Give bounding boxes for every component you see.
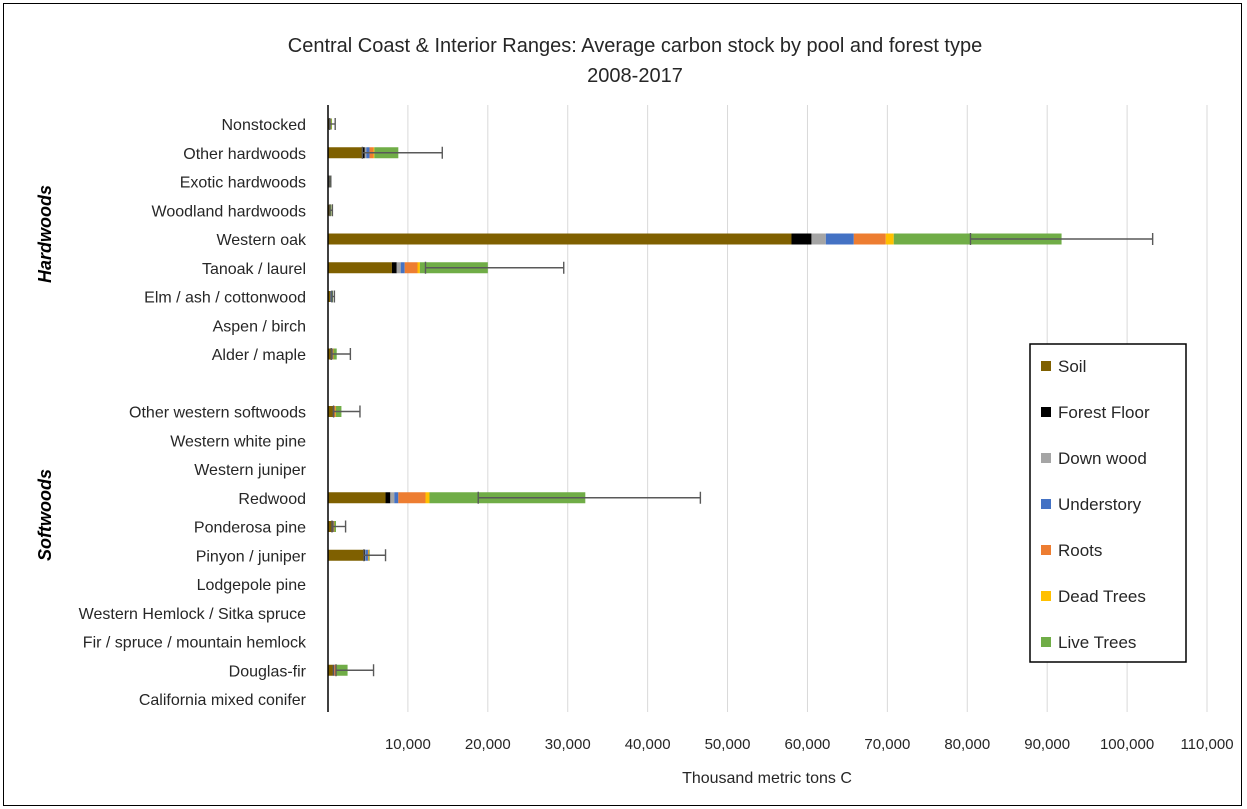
bar-segment	[394, 492, 399, 504]
legend-box	[1029, 343, 1187, 663]
bar-segment	[328, 262, 392, 274]
legend: Soil Forest Floor Down wood Understory Roots…	[1029, 343, 1187, 663]
x-axis-title: Thousand metric tons C	[682, 770, 852, 787]
legend-swatch	[1041, 637, 1051, 647]
category-label: Lodgepole pine	[197, 577, 307, 594]
legend-swatch	[1041, 361, 1051, 371]
legend-label: Forest Floor	[1058, 403, 1150, 422]
bar-segment	[334, 664, 336, 676]
x-tick-label: 40,000	[625, 736, 671, 753]
category-label: Woodland hardwoods	[152, 203, 306, 220]
group-labels: Hardwoods Softwoods	[35, 185, 55, 561]
x-tick-label: 20,000	[465, 736, 511, 753]
x-tick-label: 10,000	[385, 736, 431, 753]
chart-title: Central Coast & Interior Ranges: Average…	[288, 35, 982, 57]
bar-segment	[400, 262, 405, 274]
bar-segment	[328, 204, 330, 216]
x-tick-labels: 10,000 20,000 30,000 40,000 50,000 60,000 70,0…	[385, 736, 1234, 753]
group-label: Softwoods	[35, 469, 55, 561]
legend-swatch	[1041, 545, 1051, 555]
legend-swatch	[1041, 453, 1051, 463]
bar-segment	[328, 664, 333, 676]
category-label: Western juniper	[194, 462, 306, 479]
category-label: Western white pine	[170, 433, 306, 450]
bar-segment	[396, 262, 401, 274]
bar-segment	[425, 492, 430, 504]
bar-segment	[328, 521, 333, 532]
category-label: Other western softwoods	[129, 405, 306, 422]
chart-subtitle: 2008-2017	[587, 65, 683, 87]
bar-segment	[417, 262, 420, 274]
x-tick-label: 70,000	[864, 736, 910, 753]
x-tick-label: 100,000	[1100, 736, 1154, 753]
x-tick-label: 80,000	[944, 736, 990, 753]
bar-segment	[791, 233, 812, 245]
category-label: Western oak	[216, 232, 307, 249]
x-tick-label: 30,000	[545, 736, 591, 753]
bar-segment	[328, 406, 333, 417]
category-label: Pinyon / juniper	[196, 548, 307, 565]
legend-label: Soil	[1058, 357, 1086, 376]
group-label: Hardwoods	[35, 185, 55, 283]
bar-segment	[853, 233, 886, 245]
bar-segment	[885, 233, 894, 245]
bar-segment	[811, 233, 826, 245]
category-label: Ponderosa pine	[194, 520, 306, 537]
category-labels: Nonstocked Other hardwoods Exotic hardwood…	[79, 117, 307, 709]
legend-label: Roots	[1058, 541, 1102, 560]
legend-label: Live Trees	[1058, 633, 1136, 652]
x-tick-label: 50,000	[705, 736, 751, 753]
category-label: Fir / spruce / mountain hemlock	[83, 635, 307, 652]
bar-segment	[391, 262, 397, 274]
bar-segment	[825, 233, 854, 245]
bar-segment	[328, 291, 331, 302]
category-label: Douglas-fir	[229, 663, 307, 680]
category-label: Elm / ash / cottonwood	[144, 290, 306, 307]
category-label: Alder / maple	[212, 347, 306, 364]
x-tick-label: 90,000	[1024, 736, 1070, 753]
category-label: Tanoak / laurel	[202, 261, 306, 278]
category-label: Other hardwoods	[183, 146, 306, 163]
bar-segment	[328, 348, 332, 360]
bar-segment	[404, 262, 418, 274]
bar-segment	[398, 492, 426, 504]
legend-swatch	[1041, 591, 1051, 601]
legend-label: Down wood	[1058, 449, 1147, 468]
legend-swatch	[1041, 499, 1051, 509]
bar-segment	[385, 492, 391, 504]
category-label: California mixed conifer	[139, 692, 307, 709]
x-tick-label: 110,000	[1180, 736, 1233, 753]
bar-segment	[328, 549, 364, 561]
bar-segment	[390, 492, 395, 504]
bar-segment	[328, 147, 363, 159]
bar-segment	[328, 492, 386, 504]
category-label: Aspen / birch	[213, 318, 306, 335]
category-label: Exotic hardwoods	[180, 175, 306, 192]
bar-segment	[332, 664, 334, 676]
legend-label: Understory	[1058, 495, 1142, 514]
category-label: Western Hemlock / Sitka spruce	[79, 606, 306, 623]
legend-label: Dead Trees	[1058, 587, 1146, 606]
error-bars	[328, 118, 1154, 677]
category-label: Nonstocked	[222, 117, 307, 134]
legend-swatch	[1041, 407, 1051, 417]
category-label: Redwood	[238, 491, 306, 508]
chart-frame	[3, 3, 1242, 806]
bars	[328, 118, 1062, 676]
bar-segment	[328, 233, 792, 245]
x-tick-label: 60,000	[785, 736, 831, 753]
